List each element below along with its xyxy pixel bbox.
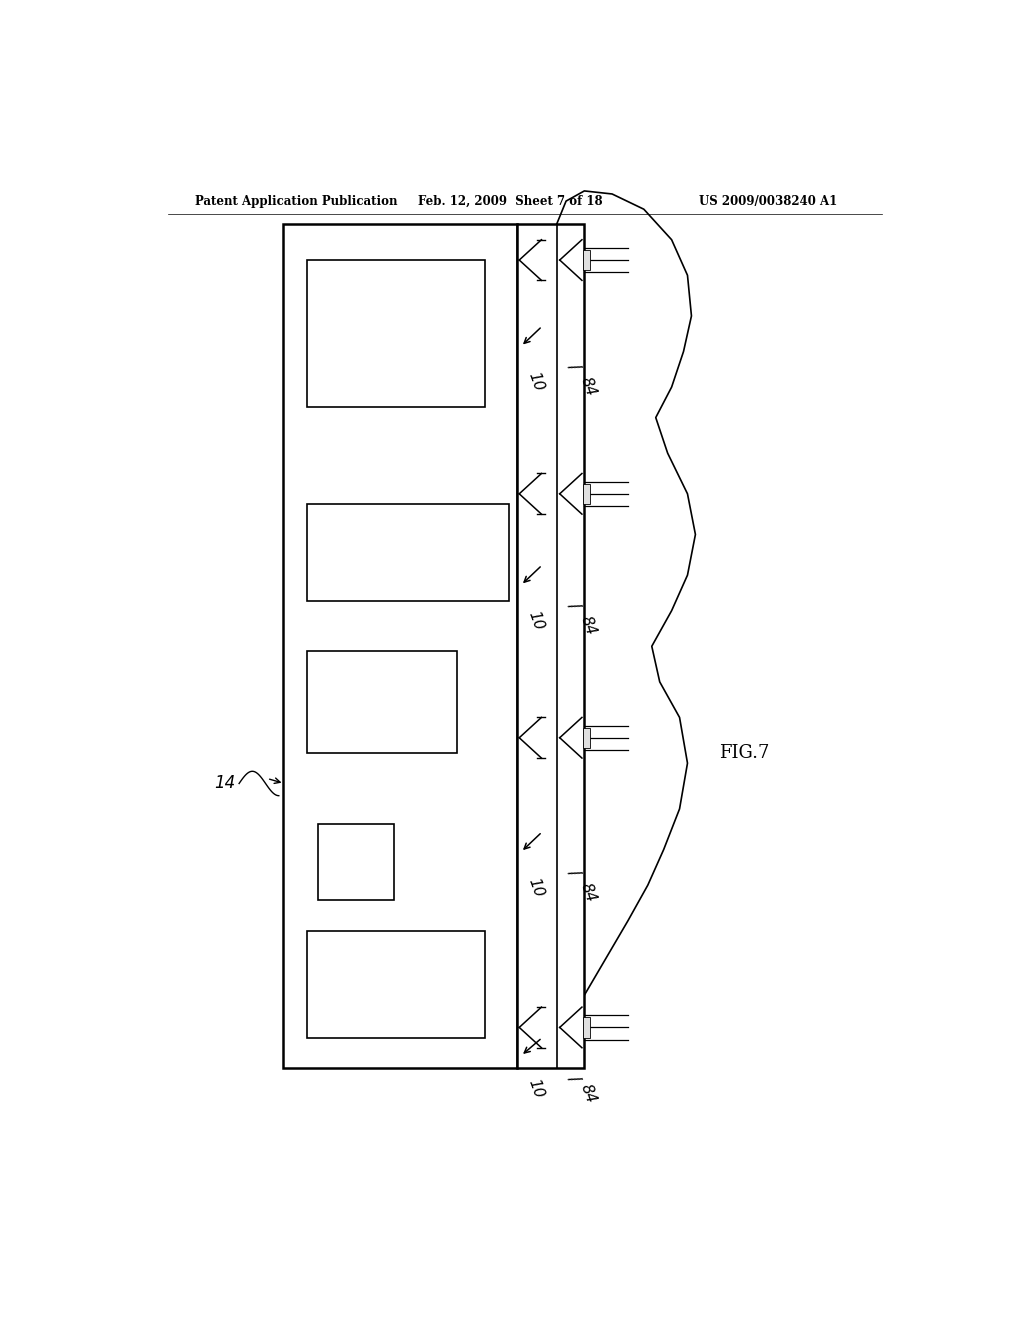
Bar xyxy=(583,249,590,271)
Bar xyxy=(583,727,590,748)
Text: 84: 84 xyxy=(578,1082,599,1105)
Bar xyxy=(306,931,485,1038)
Text: /: / xyxy=(564,599,584,611)
Text: 10: 10 xyxy=(525,1077,546,1100)
Text: 84: 84 xyxy=(578,375,599,399)
Text: 10: 10 xyxy=(525,371,546,393)
Bar xyxy=(318,824,394,900)
Bar xyxy=(283,224,517,1068)
Text: /: / xyxy=(564,866,584,878)
Bar xyxy=(583,1018,590,1038)
Text: 10: 10 xyxy=(525,609,546,632)
Text: 10: 10 xyxy=(525,876,546,899)
Text: 14: 14 xyxy=(214,775,236,792)
Text: 84: 84 xyxy=(578,614,599,638)
Bar xyxy=(583,483,590,504)
Text: Feb. 12, 2009  Sheet 7 of 18: Feb. 12, 2009 Sheet 7 of 18 xyxy=(418,195,602,209)
Text: 84: 84 xyxy=(578,880,599,904)
Text: US 2009/0038240 A1: US 2009/0038240 A1 xyxy=(699,195,838,209)
Text: FIG.7: FIG.7 xyxy=(719,744,770,762)
Bar xyxy=(306,504,509,601)
Bar xyxy=(306,651,458,752)
Bar xyxy=(306,260,485,408)
Text: Patent Application Publication: Patent Application Publication xyxy=(196,195,398,209)
Text: /: / xyxy=(564,360,584,372)
Text: /: / xyxy=(564,1072,584,1084)
Bar xyxy=(517,224,585,1068)
